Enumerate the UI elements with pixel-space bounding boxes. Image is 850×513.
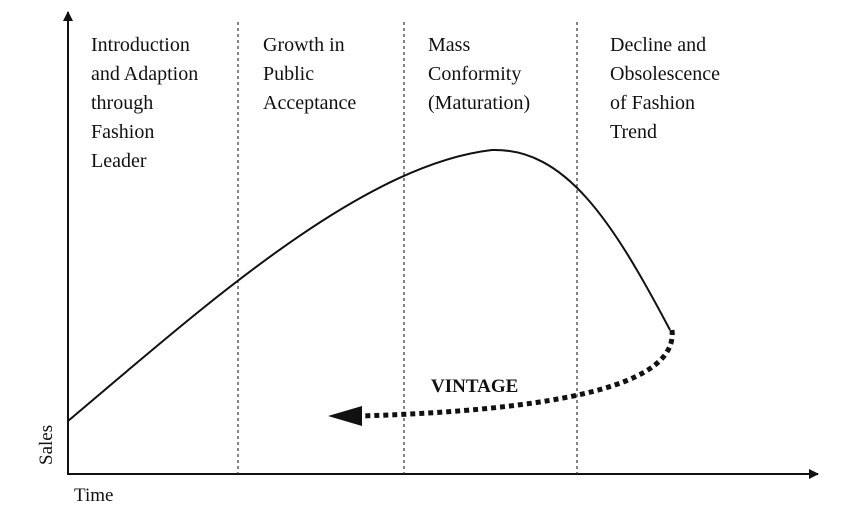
vintage-label: VINTAGE bbox=[431, 376, 518, 397]
stage-line: Decline and bbox=[610, 34, 706, 56]
stage-line: Growth in bbox=[263, 34, 345, 56]
stage-line: Fashion bbox=[91, 121, 154, 143]
stage-line: Trend bbox=[610, 121, 657, 143]
stage-line: of Fashion bbox=[610, 92, 695, 114]
stage-label-maturation: Mass Conformity (Maturation) bbox=[428, 34, 530, 114]
stage-line: Public bbox=[263, 63, 314, 85]
stage-label-decline: Decline and Obsolescence of Fashion Tren… bbox=[610, 34, 725, 143]
stage-line: and Adaption bbox=[91, 63, 198, 85]
stage-line: Leader bbox=[91, 150, 147, 172]
stage-line: (Maturation) bbox=[428, 92, 530, 114]
y-axis-label: Sales bbox=[36, 425, 57, 465]
stage-line: Conformity bbox=[428, 63, 521, 85]
stage-line: Introduction bbox=[91, 34, 190, 56]
x-axis-label: Time bbox=[74, 485, 113, 506]
stage-line: Mass bbox=[428, 34, 470, 56]
vintage-arrowhead bbox=[328, 406, 362, 426]
life-cycle-curve bbox=[67, 148, 671, 422]
stage-line: Obsolescence bbox=[610, 63, 720, 85]
stage-line: Acceptance bbox=[263, 92, 356, 114]
stage-label-introduction: Introduction and Adaption through Fashio… bbox=[91, 34, 203, 172]
stage-line: through bbox=[91, 92, 153, 114]
stage-label-growth: Growth in Public Acceptance bbox=[263, 34, 356, 114]
vintage-return-path bbox=[359, 329, 675, 419]
